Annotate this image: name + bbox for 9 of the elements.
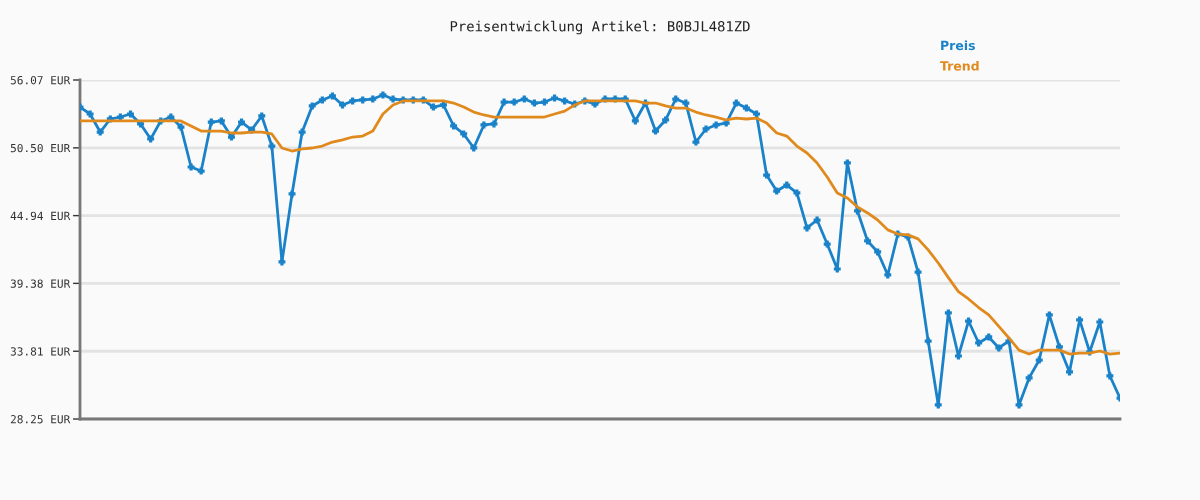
chart-title: Preisentwicklung Artikel: B0BJL481ZD: [450, 20, 750, 35]
y-tick-label: 33.81 EUR: [10, 347, 71, 356]
text: Preis: [941, 40, 975, 51]
text: Trend: [940, 60, 979, 71]
y-tick-label: 28.25 EUR: [10, 415, 71, 424]
y-tick-label: 56.07 EUR: [10, 76, 71, 85]
y-tick-label: 39.38 EUR: [10, 279, 71, 288]
y-tick-label: 50.50 EUR: [10, 143, 71, 153]
y-tick-label: 44.94 EUR: [10, 211, 71, 221]
